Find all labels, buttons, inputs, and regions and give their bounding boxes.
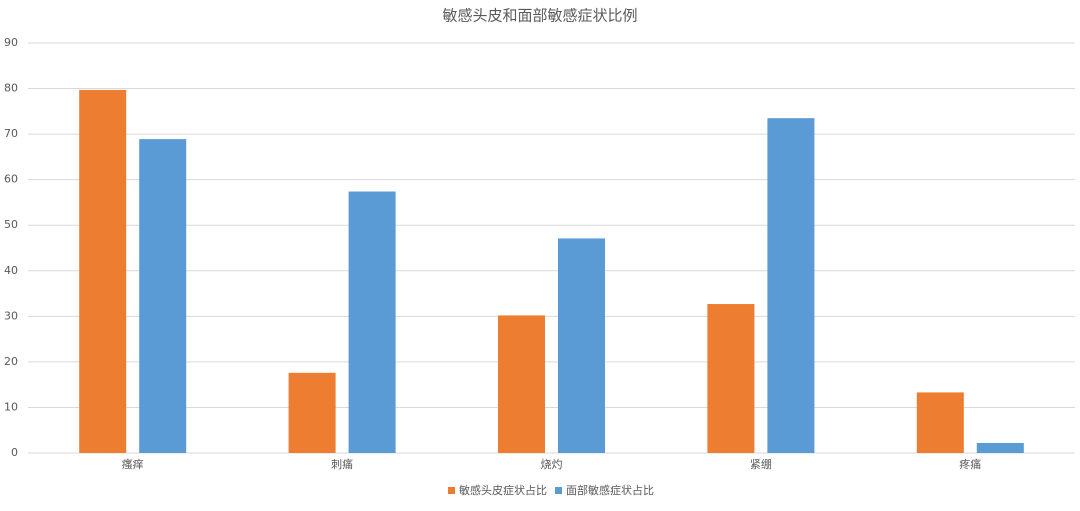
y-tick-label: 20 <box>4 355 18 368</box>
y-tick-label: 0 <box>11 446 18 459</box>
x-tick-label: 瘙痒 <box>122 457 144 471</box>
x-tick-label: 疼痛 <box>959 457 981 471</box>
bar <box>79 89 127 453</box>
x-tick-label: 刺痛 <box>331 457 353 471</box>
chart-title: 敏感头皮和面部敏感症状比例 <box>442 7 637 25</box>
bar <box>707 304 755 453</box>
bar <box>288 372 336 453</box>
y-tick-label: 40 <box>4 264 18 277</box>
bar <box>139 139 187 453</box>
bar <box>916 392 964 453</box>
legend-swatch <box>555 487 562 494</box>
y-tick-label: 80 <box>4 82 18 95</box>
legend-label: 面部敏感症状占比 <box>566 483 654 497</box>
bar <box>498 315 545 453</box>
bar <box>976 442 1024 453</box>
y-tick-label: 50 <box>4 218 18 231</box>
bar <box>558 238 605 453</box>
y-tick-label: 30 <box>4 309 18 322</box>
legend-swatch <box>448 487 455 494</box>
bar <box>767 118 815 454</box>
bar <box>348 191 396 453</box>
x-tick-label: 紧绷 <box>750 457 772 471</box>
y-tick-label: 90 <box>4 36 18 49</box>
y-tick-label: 70 <box>4 127 18 140</box>
y-tick-label: 10 <box>4 400 18 413</box>
legend-label: 敏感头皮症状占比 <box>459 483 547 497</box>
y-tick-label: 60 <box>4 173 18 186</box>
x-tick-label: 烧灼 <box>541 457 563 471</box>
